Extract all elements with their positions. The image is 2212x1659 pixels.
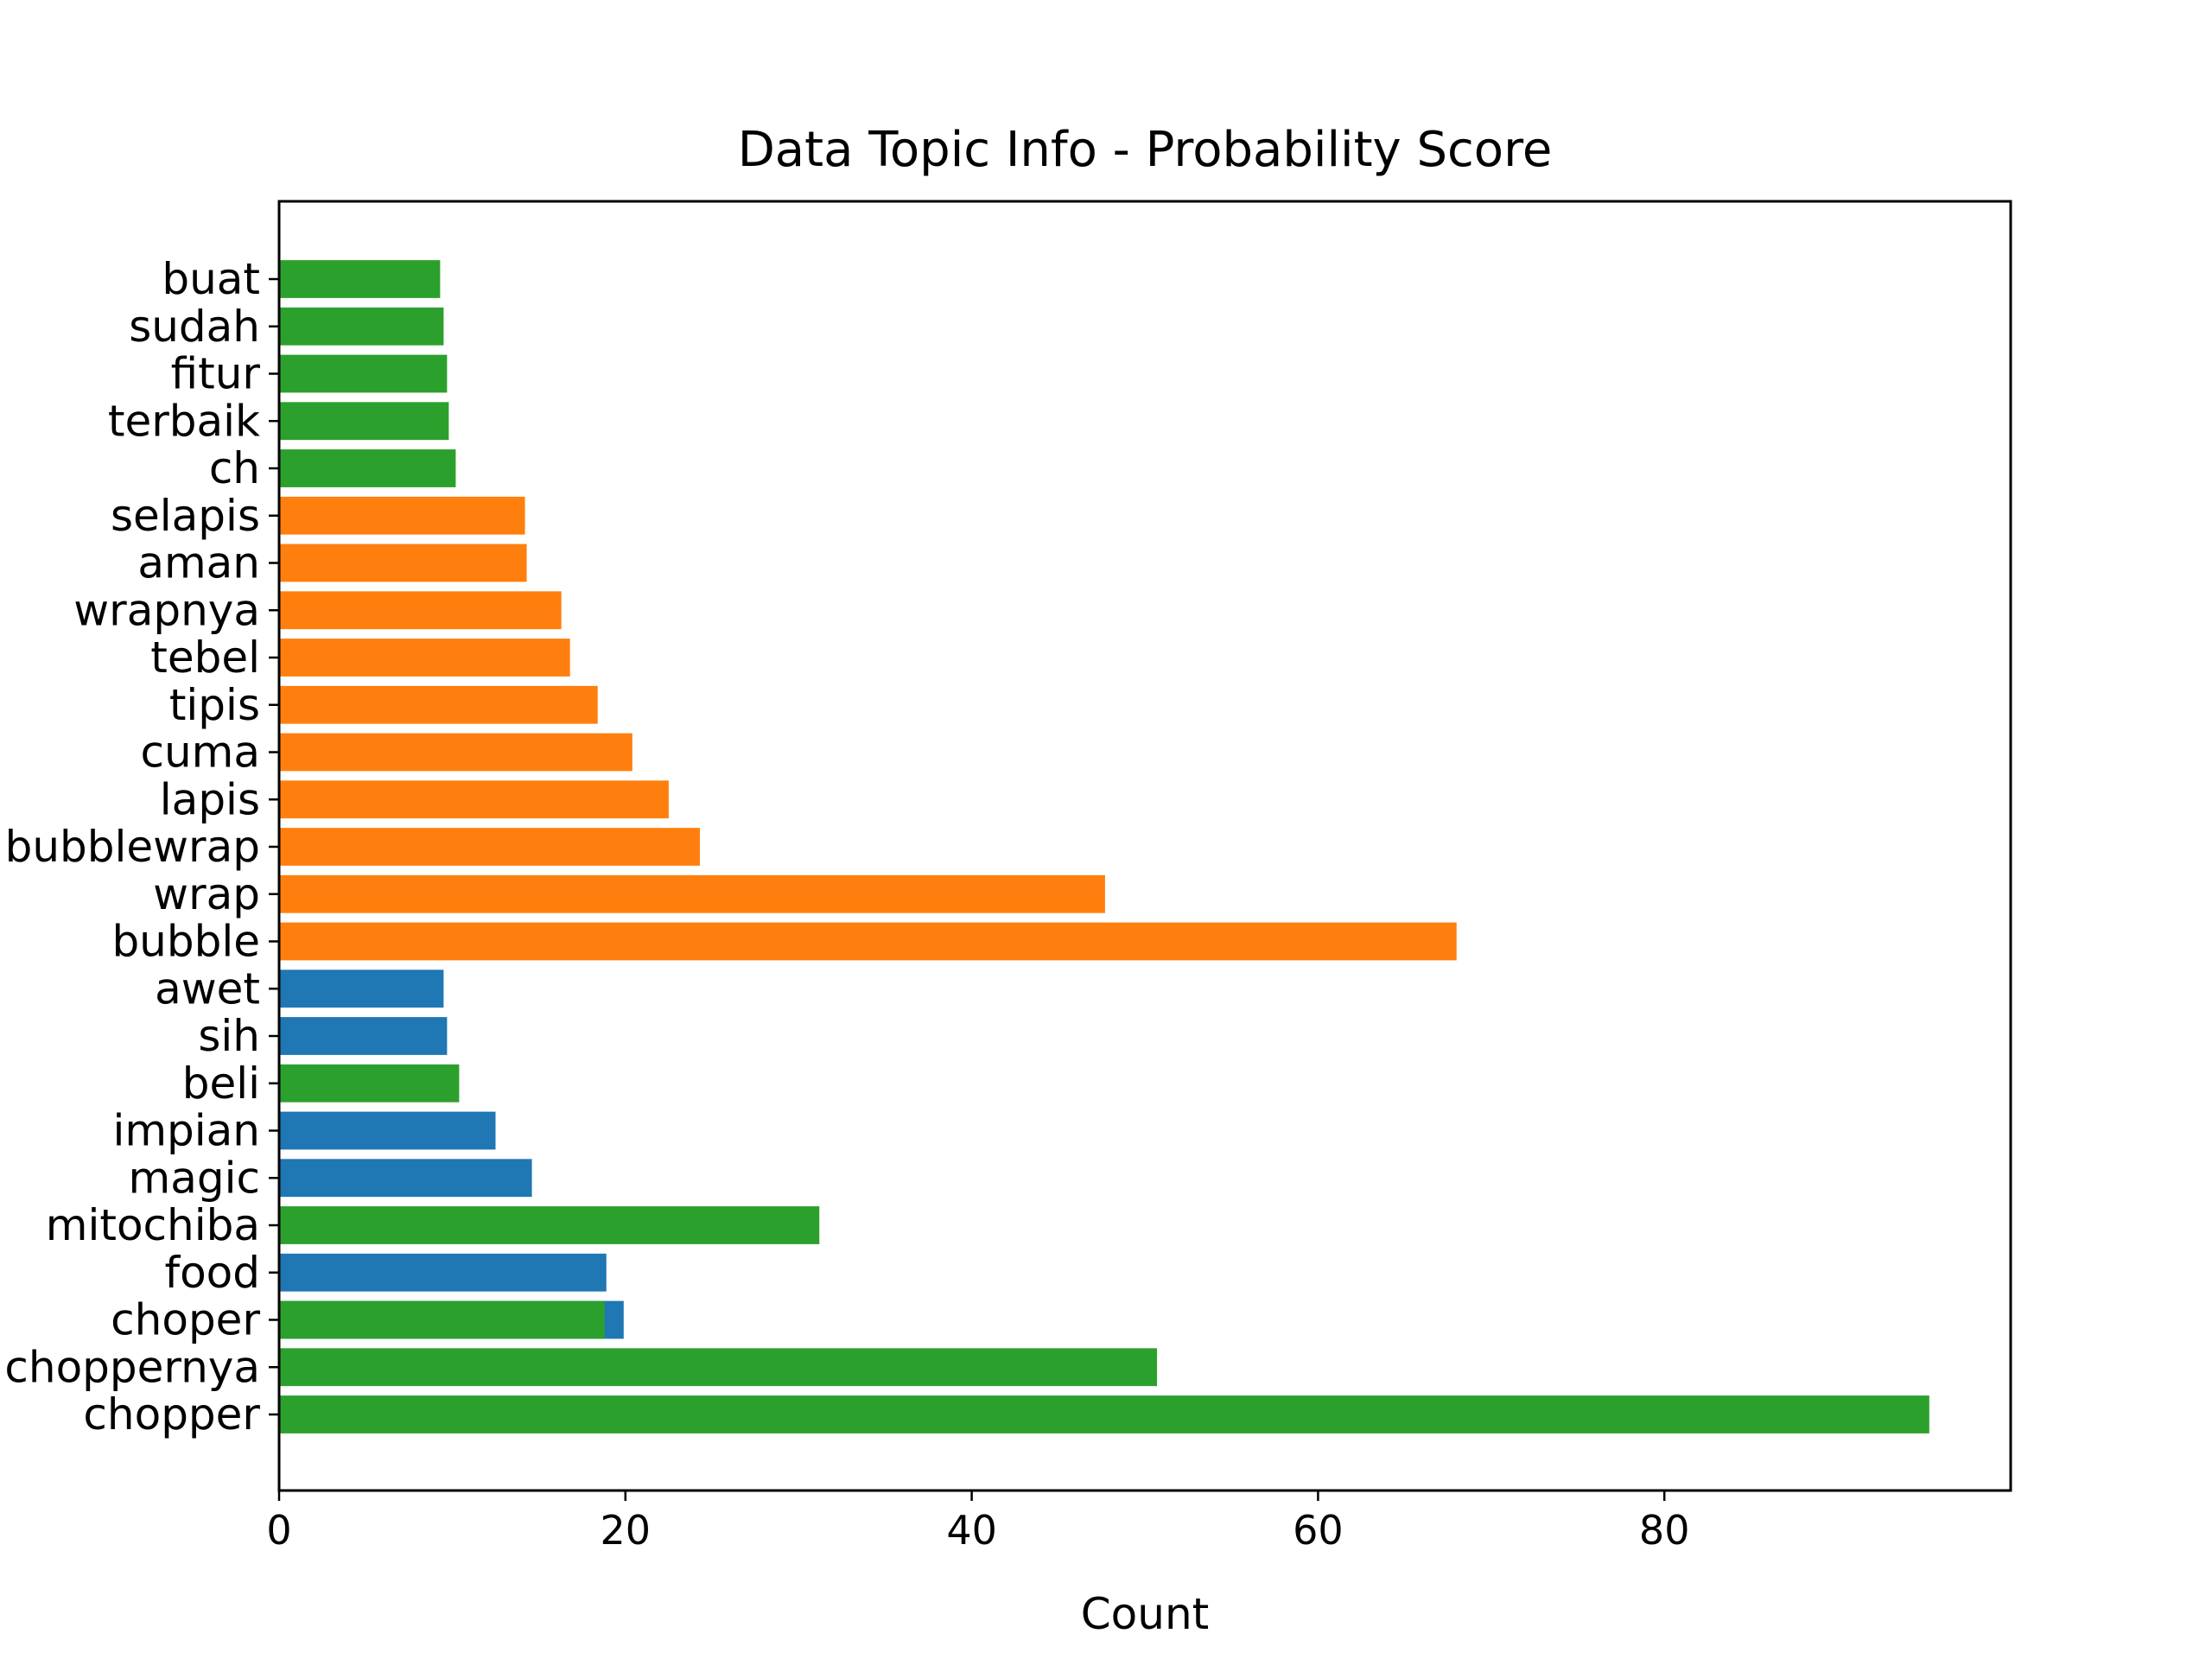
x-tick-label: 20	[601, 1507, 652, 1554]
y-tick-label: aman	[137, 538, 260, 588]
bar-chopper-green	[279, 1395, 1929, 1433]
bar-tebel-orange	[279, 639, 570, 677]
bar-fitur-green	[279, 354, 448, 393]
y-tick-label: bubble	[111, 917, 260, 967]
bar-bubblewrap-orange	[279, 828, 700, 866]
y-tick-label: fitur	[171, 349, 261, 399]
x-axis-ticks: 0 20 40 60 80	[266, 1491, 1689, 1554]
y-tick-label: magic	[129, 1153, 260, 1203]
bars-layer	[279, 260, 1929, 1433]
y-tick-label: sih	[198, 1011, 260, 1061]
y-tick-label: wrapnya	[73, 585, 260, 635]
y-tick-label: chopper	[83, 1389, 260, 1440]
bar-sih-blue	[279, 1017, 448, 1055]
bar-choppernya-green	[279, 1348, 1158, 1387]
y-tick-label: ch	[209, 443, 260, 493]
y-tick-label: awet	[155, 963, 260, 1014]
y-tick-label: terbaik	[108, 396, 260, 446]
y-tick-label: selapis	[111, 491, 260, 541]
bar-wrap-orange	[279, 874, 1105, 913]
bar-lapis-orange	[279, 780, 669, 819]
bar-awet-blue	[279, 969, 444, 1008]
chart-title: Data Topic Info - Probability Score	[738, 122, 1553, 178]
bar-ch-green	[279, 449, 456, 487]
y-tick-label: impian	[112, 1106, 260, 1156]
bar-food-blue	[279, 1253, 607, 1292]
bar-tipis-orange	[279, 685, 598, 724]
y-tick-label: tipis	[169, 680, 260, 730]
y-tick-label: beli	[182, 1058, 260, 1109]
bar-selapis-orange	[279, 496, 525, 535]
y-tick-label: food	[164, 1248, 260, 1298]
y-tick-label: lapis	[160, 774, 260, 824]
bar-magic-blue	[279, 1159, 532, 1198]
y-tick-label: tebel	[150, 632, 260, 683]
y-axis-ticks: chopperchoppernyachoperfoodmitochibamagi…	[4, 254, 279, 1440]
bar-aman-orange	[279, 543, 527, 582]
plot-area-frame	[277, 200, 2012, 1492]
bar-terbaik-green	[279, 402, 449, 441]
bar-bubble-orange	[279, 922, 1457, 961]
bar-mitochiba-green	[279, 1206, 820, 1244]
y-tick-label: cuma	[140, 728, 260, 778]
bar-impian-blue	[279, 1111, 496, 1150]
y-tick-label: bubblewrap	[5, 822, 260, 872]
bar-sudah-green	[279, 307, 444, 346]
y-tick-label: choper	[111, 1295, 260, 1345]
x-tick-label: 40	[946, 1507, 997, 1554]
x-axis-title: Count	[1081, 1589, 1210, 1639]
x-tick-label: 0	[266, 1507, 291, 1554]
bar-choper-green	[279, 1300, 605, 1339]
y-tick-label: buat	[162, 254, 260, 304]
bar-buat-green	[279, 260, 441, 298]
y-tick-label: choppernya	[4, 1342, 260, 1392]
x-tick-label: 60	[1293, 1507, 1344, 1554]
y-tick-label: mitochiba	[46, 1200, 260, 1250]
bar-wrapnya-orange	[279, 591, 562, 630]
y-tick-label: wrap	[153, 869, 260, 919]
bar-cuma-orange	[279, 733, 632, 772]
y-tick-label: sudah	[129, 302, 260, 352]
x-tick-label: 80	[1639, 1507, 1690, 1554]
bar-beli-green	[279, 1064, 460, 1103]
